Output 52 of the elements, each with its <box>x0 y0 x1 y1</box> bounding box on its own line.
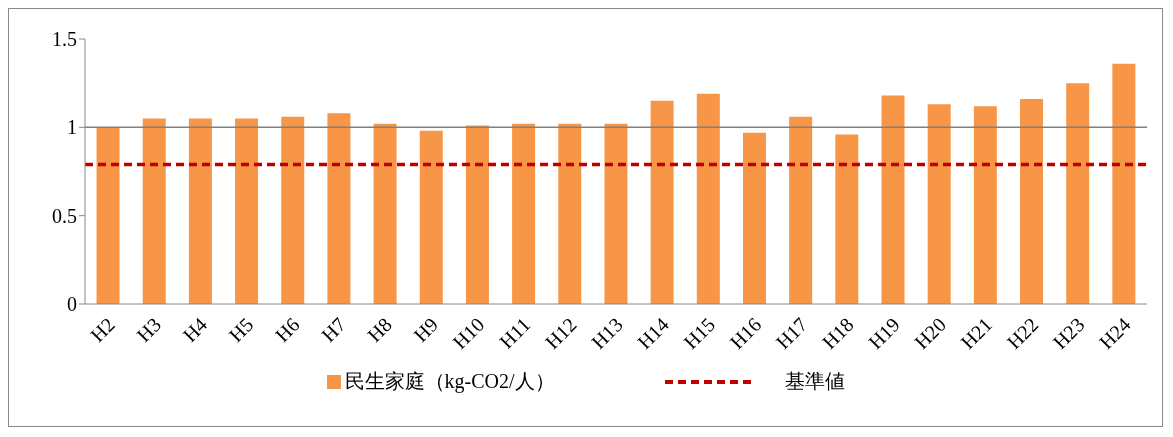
bar <box>373 123 397 304</box>
x-tick-label: H18 <box>817 313 858 354</box>
bar <box>789 116 813 304</box>
x-tick-label: H7 <box>316 313 350 347</box>
bar <box>558 123 582 304</box>
bar <box>881 95 905 304</box>
y-tick-label: 1.5 <box>52 28 77 51</box>
x-tick-label: H21 <box>956 313 997 354</box>
bar <box>604 123 628 304</box>
x-tick-label: H22 <box>1002 313 1043 354</box>
x-tick-label: H16 <box>725 313 766 354</box>
x-tick-label: H5 <box>224 313 258 347</box>
bar <box>1066 83 1090 304</box>
bar <box>188 118 212 304</box>
bar <box>142 118 166 304</box>
x-tick-label: H6 <box>270 313 304 347</box>
bar <box>696 93 720 304</box>
legend-label: 基準値 <box>783 369 845 394</box>
bar <box>1020 99 1044 304</box>
x-tick-label: H10 <box>448 313 489 354</box>
bar <box>465 125 489 304</box>
x-tick-label: H24 <box>1094 313 1135 354</box>
bar <box>96 127 120 304</box>
legend-label: 民生家庭（kg-CO2/人） <box>343 369 555 395</box>
bar <box>281 116 305 304</box>
bar <box>742 132 766 304</box>
x-tick-label: H2 <box>86 313 119 347</box>
x-tick-label: H13 <box>586 313 627 354</box>
y-tick-label: 0 <box>67 293 77 316</box>
bar <box>235 118 259 304</box>
x-tick-label: H12 <box>540 313 581 354</box>
y-tick-label: 1 <box>67 116 77 139</box>
x-tick-label: H8 <box>363 313 396 347</box>
bar <box>512 123 536 304</box>
x-tick-label: H23 <box>1048 313 1089 354</box>
bar <box>973 106 997 304</box>
bar <box>419 130 443 304</box>
x-tick-label: H4 <box>178 313 212 347</box>
bar <box>327 113 351 304</box>
x-tick-label: H15 <box>679 313 720 354</box>
y-tick-label: 0.5 <box>52 204 77 227</box>
bar <box>650 100 674 304</box>
x-tick-label: H19 <box>863 313 904 354</box>
bar <box>1112 63 1136 304</box>
bar <box>835 134 859 304</box>
x-tick-label: H14 <box>633 313 673 354</box>
x-tick-label: H20 <box>910 313 951 354</box>
x-tick-label: H3 <box>132 313 166 347</box>
x-tick-label: H9 <box>409 313 443 347</box>
x-tick-label: H17 <box>771 313 812 354</box>
x-tick-label: H11 <box>495 313 535 353</box>
bar <box>927 104 951 304</box>
